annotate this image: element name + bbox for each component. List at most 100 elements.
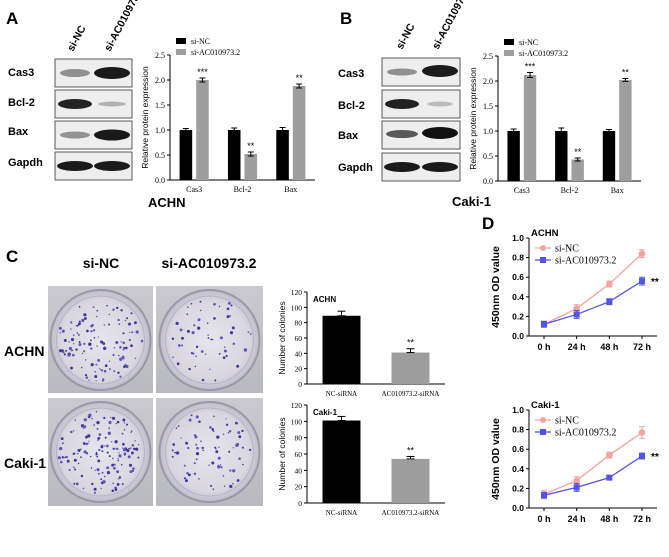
x-tick-label: Bax: [284, 185, 297, 194]
colony-dot: [122, 348, 125, 351]
colony-dot: [91, 417, 93, 420]
colony-dot: [212, 430, 214, 432]
western-blot-b: [381, 57, 461, 182]
colony-dot: [119, 357, 123, 361]
colony-dot: [188, 418, 192, 422]
y-tick-label: 20: [295, 483, 303, 492]
blot-label-a-bax: Bax: [8, 126, 29, 138]
colony-dot: [73, 458, 77, 462]
colony-dot: [106, 466, 110, 470]
colony-dot: [241, 446, 245, 449]
colony-dot: [236, 479, 240, 482]
bar-cas3-kd: [523, 75, 537, 181]
data-point-1: [573, 484, 580, 491]
colony-dot: [116, 482, 120, 486]
y-axis-label: Relative protein expression: [140, 66, 150, 169]
y-tick-label: 1.0: [512, 405, 524, 415]
colony-dot: [93, 424, 95, 426]
colony-dot: [195, 443, 198, 446]
y-tick-label: 100: [291, 417, 303, 426]
colony-dot: [193, 462, 196, 465]
colony-dot: [78, 340, 81, 344]
colony-dot: [59, 460, 63, 464]
colony-dot: [75, 325, 78, 327]
y-tick-label: 20: [295, 365, 303, 374]
colony-dot: [216, 435, 220, 439]
lane-label-b-2: si-AC010973.2: [430, 0, 474, 51]
y-tick-label: 0.2: [512, 311, 524, 321]
colony-dot: [195, 355, 197, 358]
x-tick-label: 48 h: [600, 342, 618, 352]
colony-dot: [113, 370, 116, 373]
data-point-1: [541, 321, 547, 328]
colony-dot: [175, 427, 178, 429]
colony-dot: [65, 349, 68, 352]
x-tick-label: AC010973.2-siRNA: [382, 509, 440, 517]
colony-dot: [91, 482, 94, 486]
bar-nc: [322, 420, 361, 503]
colony-dot: [80, 474, 84, 478]
colony-dot: [70, 430, 73, 434]
legend-swatch-1: [504, 50, 514, 56]
colony-dot: [73, 452, 76, 455]
colony-dot: [57, 456, 61, 460]
colony-dot: [88, 440, 90, 442]
colony-dot: [119, 346, 122, 349]
colony-dot: [198, 478, 200, 480]
y-tick-label: 80: [295, 434, 303, 443]
colony-dot: [75, 482, 79, 486]
y-tick-label: 40: [295, 466, 303, 475]
colony-dot: [242, 463, 244, 466]
colony-dot: [119, 375, 122, 378]
colony-dot: [200, 440, 202, 443]
colony-dot: [197, 326, 201, 330]
colony-dot: [190, 351, 194, 355]
colony-dot: [225, 418, 227, 420]
colony-dot: [82, 487, 85, 490]
y-axis-label: Number of colonies: [277, 301, 287, 374]
colony-dot: [71, 353, 75, 357]
y-tick-label: 0: [298, 499, 302, 508]
data-point-1: [606, 298, 613, 305]
colony-dot: [108, 360, 111, 362]
colony-dot: [96, 420, 100, 425]
colony-dot: [208, 464, 210, 466]
colony-dot: [103, 416, 106, 420]
colony-dot: [68, 341, 70, 343]
colony-dot: [172, 356, 174, 359]
colony-dot: [96, 345, 98, 347]
significance-label: **: [651, 277, 659, 288]
significance-label: **: [407, 338, 415, 348]
legend-marker-0: [540, 245, 546, 251]
colony-row-label-2: Caki-1: [4, 455, 46, 471]
y-axis-label: Number of colonies: [277, 417, 287, 490]
colony-dot: [108, 323, 111, 326]
colony-dot: [83, 450, 87, 454]
colony-dot: [94, 374, 98, 379]
colony-dot: [235, 421, 238, 425]
colony-dot: [195, 452, 200, 456]
colony-dot: [89, 455, 92, 458]
colony-dot: [87, 434, 91, 438]
colony-dot: [172, 443, 176, 446]
colony-dot: [232, 482, 234, 485]
legend-label-1: si-AC010973.2: [555, 256, 616, 267]
colony-dot: [128, 447, 130, 450]
lane-label-b-1: si-NC: [394, 21, 418, 51]
colony-dot: [73, 482, 76, 485]
series-line-0: [543, 432, 643, 495]
colony-dot: [120, 309, 123, 312]
colony-dot: [211, 338, 214, 341]
colony-dot: [90, 330, 92, 332]
colony-dot: [89, 339, 92, 342]
y-tick-label: 0.2: [512, 483, 524, 493]
colony-dot: [247, 331, 250, 333]
colony-dot: [97, 358, 101, 362]
y-tick-label: 0.8: [512, 253, 524, 263]
colony-dot: [106, 470, 111, 475]
colony-dot: [121, 447, 124, 449]
colony-dot: [176, 362, 180, 366]
colony-dot: [90, 347, 93, 350]
colony-dot: [83, 350, 86, 353]
